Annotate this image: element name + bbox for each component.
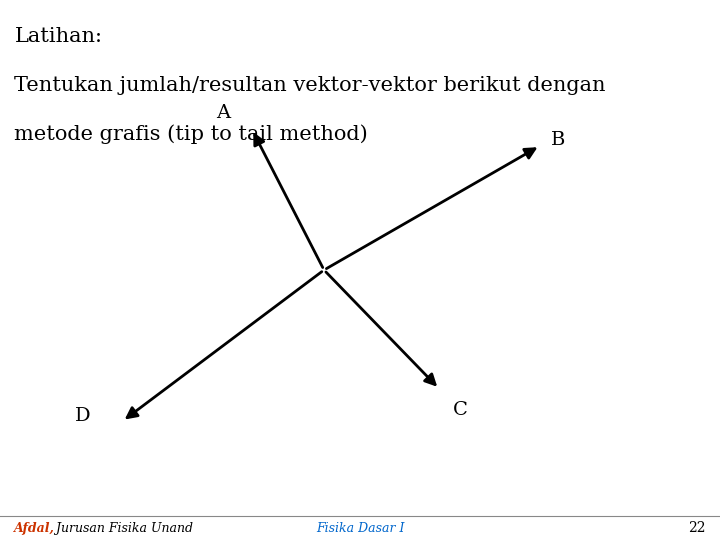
Text: metode grafis (tip to tail method): metode grafis (tip to tail method) [14, 124, 368, 144]
Text: D: D [75, 407, 91, 425]
Text: C: C [454, 401, 468, 420]
Text: Latihan:: Latihan: [14, 27, 102, 46]
Text: Fisika Dasar I: Fisika Dasar I [316, 522, 404, 535]
Text: Tentukan jumlah/resultan vektor-vektor berikut dengan: Tentukan jumlah/resultan vektor-vektor b… [14, 76, 606, 94]
Text: A: A [216, 104, 230, 123]
Text: Afdal,: Afdal, [14, 522, 55, 535]
Text: B: B [551, 131, 565, 150]
Text: Jurusan Fisika Unand: Jurusan Fisika Unand [52, 522, 193, 535]
Text: 22: 22 [688, 521, 706, 535]
